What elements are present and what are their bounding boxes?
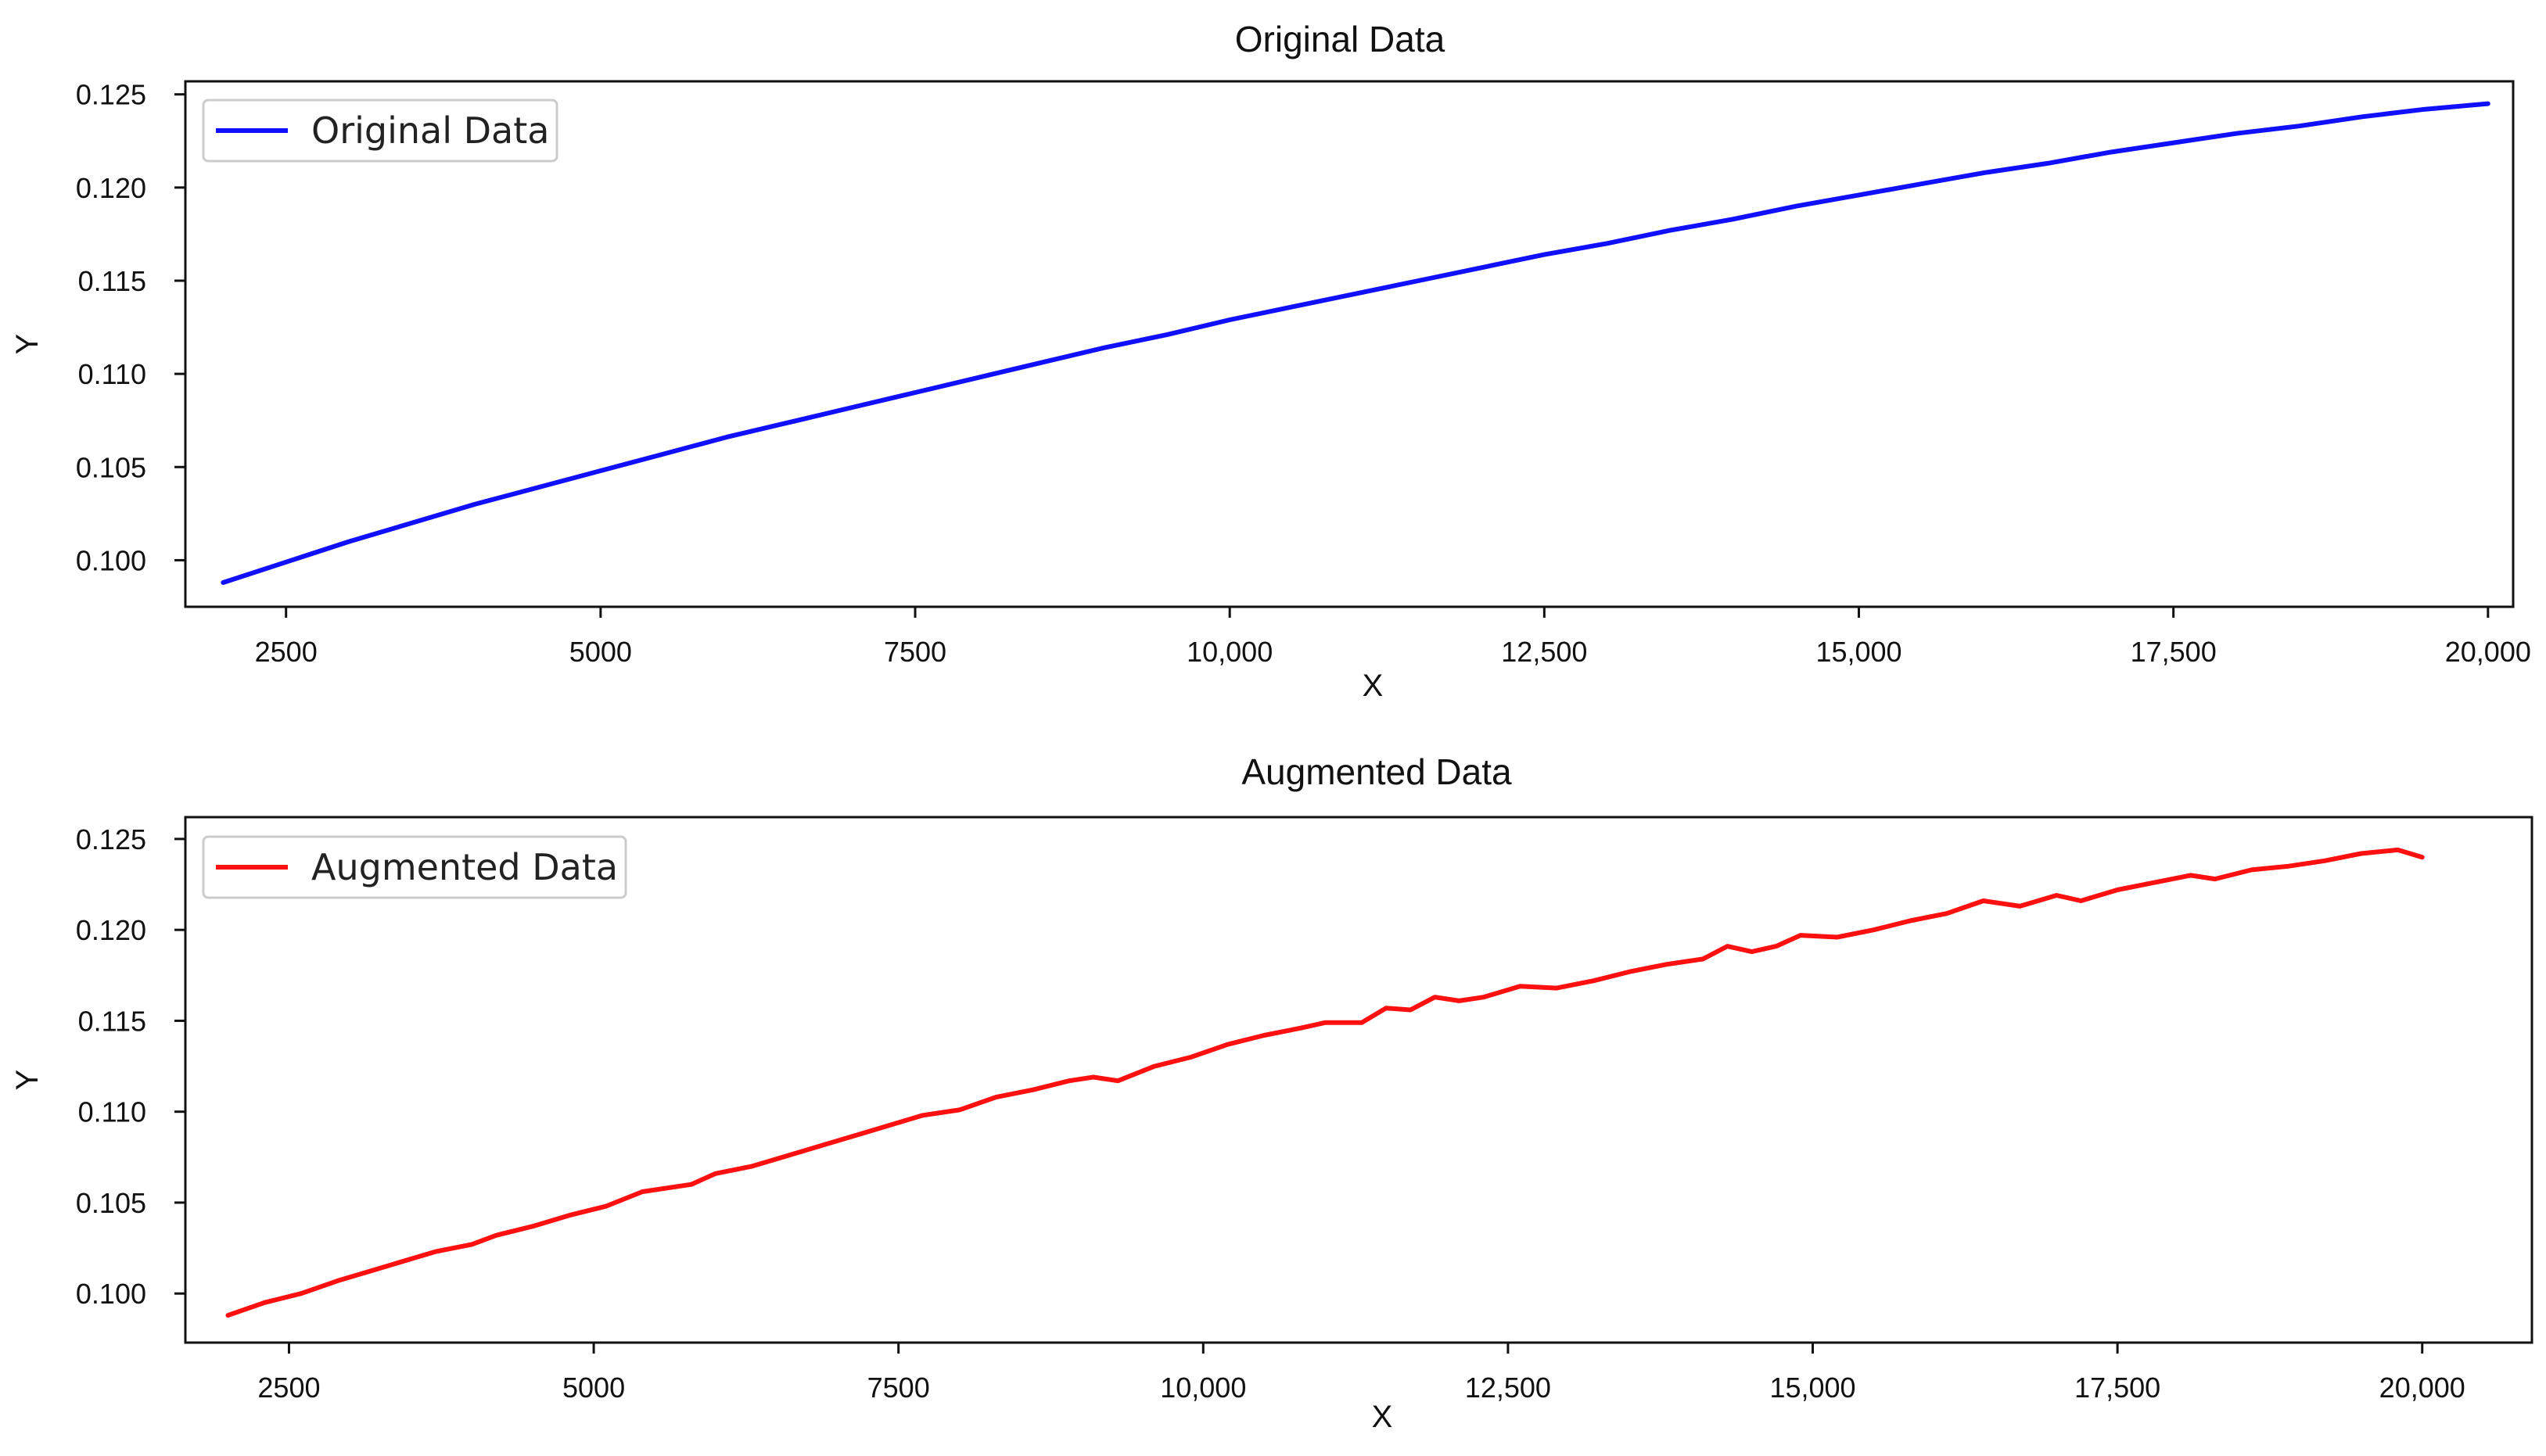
y-tick-label: 0.125 (76, 79, 146, 111)
series-line-1 (221, 101, 2490, 585)
x-axis-label: X (1372, 1400, 1393, 1434)
x-tick-label: 12,500 (1501, 636, 1587, 668)
chart-augmented-data: Augmented Data 2500 5000 7500 10,000 12,500 1… (10, 751, 2533, 1434)
legend-box (202, 835, 627, 899)
x-tick-label: 10,000 (1187, 636, 1273, 668)
chart-original-data: Original Data 2500 5000 7500 10,000 12,500 15… (10, 19, 2531, 703)
x-tick-label: 17,500 (2074, 1372, 2160, 1404)
y-axis-label: Y (10, 1070, 45, 1091)
x-tick-label: 5000 (562, 1372, 625, 1404)
y-tick-label: 0.100 (76, 544, 146, 576)
chart-title: Augmented Data (1241, 751, 1512, 792)
plot-frame (184, 80, 2515, 608)
legend-box (202, 99, 558, 163)
x-tick-label: 20,000 (2445, 636, 2531, 668)
y-tick-label: 0.110 (78, 1096, 146, 1128)
y-tick-label: 0.120 (76, 914, 146, 946)
legend: Augmented Data (202, 835, 627, 899)
x-tick-label: 20,000 (2379, 1372, 2465, 1404)
x-tick-label: 7500 (884, 636, 946, 668)
x-tick-label: 17,500 (2131, 636, 2217, 668)
legend: Original Data (202, 99, 558, 163)
x-tick-label: 10,000 (1160, 1372, 1246, 1404)
y-tick-label: 0.105 (76, 1187, 146, 1219)
x-axis-label: X (1363, 669, 1384, 703)
x-tick-label: 12,500 (1465, 1372, 1551, 1404)
y-tick-label: 0.125 (76, 823, 146, 855)
x-tick-label: 15,000 (1769, 1372, 1855, 1404)
legend-label: Original Data (311, 109, 549, 152)
chart-title: Original Data (1235, 19, 1445, 59)
legend-label: Augmented Data (311, 846, 618, 888)
y-tick-label: 0.120 (76, 172, 146, 204)
y-axis-label: Y (10, 334, 45, 355)
x-tick-label: 15,000 (1815, 636, 1901, 668)
series-line-1 (225, 847, 2425, 1318)
x-tick-label: 7500 (867, 1372, 930, 1404)
y-tick-label: 0.100 (76, 1278, 146, 1310)
y-tick-label: 0.110 (78, 358, 146, 390)
x-tick-label: 2500 (255, 636, 318, 668)
plot-frame (184, 816, 2533, 1344)
y-tick-label: 0.115 (78, 265, 146, 297)
x-tick-label: 2500 (257, 1372, 320, 1404)
x-tick-label: 5000 (569, 636, 632, 668)
y-tick-label: 0.105 (76, 451, 146, 483)
y-tick-label: 0.115 (78, 1005, 146, 1037)
